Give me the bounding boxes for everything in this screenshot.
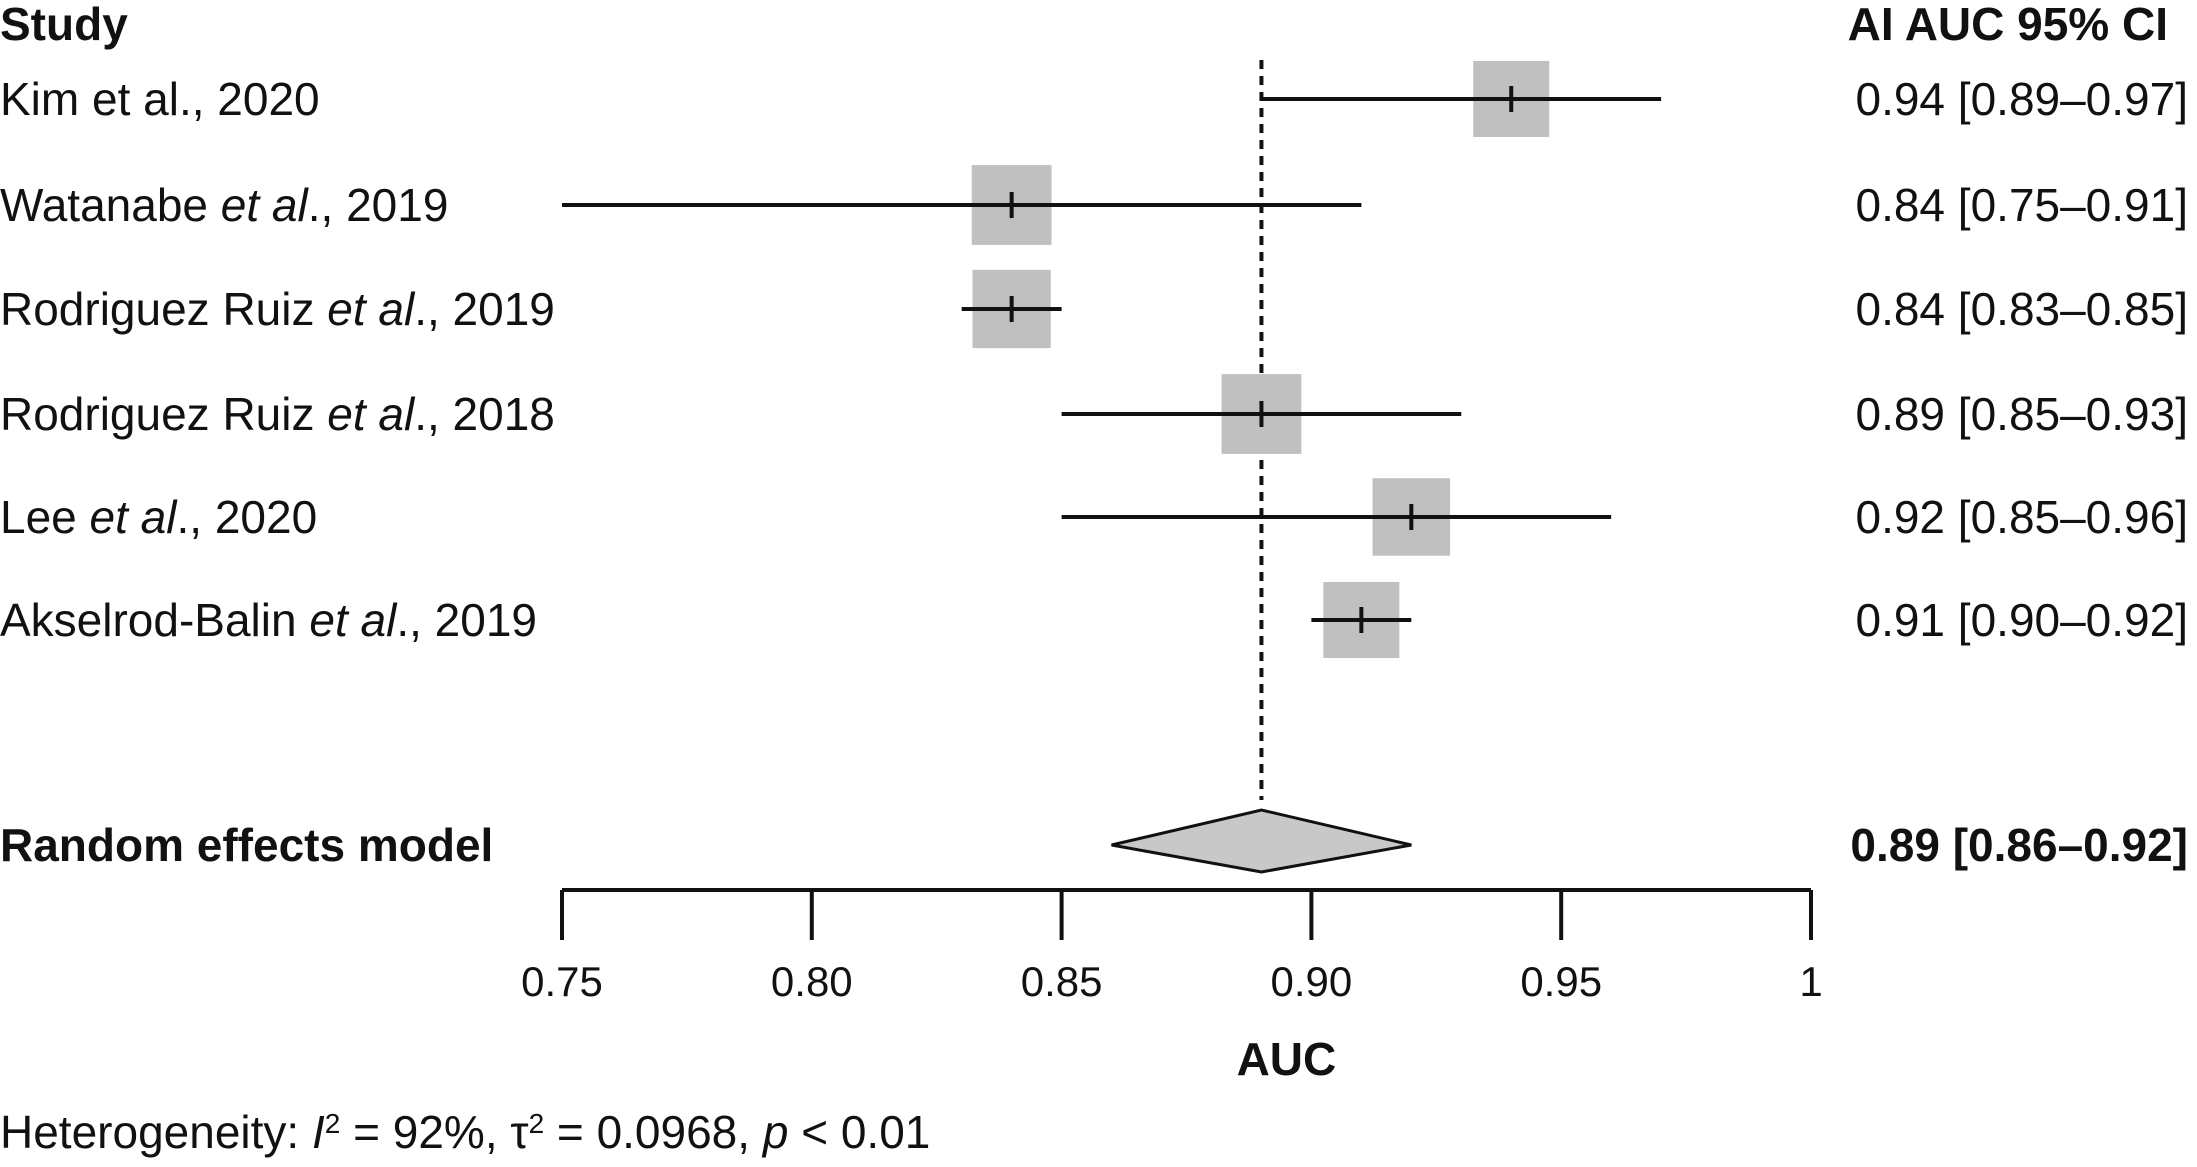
x-tick-label: 0.80 <box>771 958 853 1005</box>
study-label: Watanabe et al., 2019 <box>0 179 448 231</box>
x-tick-label: 0.75 <box>521 958 603 1005</box>
x-tick-label: 0.85 <box>1021 958 1103 1005</box>
x-tick-label: 0.90 <box>1271 958 1353 1005</box>
summary-diamond <box>1111 808 1412 874</box>
study-label: Lee et al., 2020 <box>0 491 317 543</box>
study-column-header: Study <box>0 0 128 50</box>
study-row: Kim et al., 2020 0.94 [0.89–0.97] <box>0 61 2188 137</box>
summary-row: Random effects model 0.89 [0.86–0.92] <box>0 808 2188 874</box>
study-ci-value: 0.94 [0.89–0.97] <box>1855 73 2188 125</box>
ci-column-header: AI AUC 95% CI <box>1848 0 2168 50</box>
study-ci-value: 0.84 [0.75–0.91] <box>1855 179 2188 231</box>
study-ci-value: 0.92 [0.85–0.96] <box>1855 491 2188 543</box>
x-tick-label: 0.95 <box>1520 958 1602 1005</box>
study-row: Rodriguez Ruiz et al., 2019 0.84 [0.83–0.… <box>0 269 2188 349</box>
study-rows: Kim et al., 2020 0.94 [0.89–0.97] Watanabe… <box>0 61 2188 658</box>
study-ci-value: 0.89 [0.85–0.93] <box>1855 388 2188 440</box>
heterogeneity-text: Heterogeneity: I2 = 92%, τ2 = 0.0968, p … <box>0 1106 930 1158</box>
study-ci-value: 0.91 [0.90–0.92] <box>1855 594 2188 646</box>
study-label: Rodriguez Ruiz et al., 2018 <box>0 388 555 440</box>
x-axis: 0.75 0.80 0.85 0.90 0.95 1 <box>521 888 1823 1005</box>
x-tick-label: 1 <box>1799 958 1822 1005</box>
summary-label: Random effects model <box>0 819 493 871</box>
study-row: Lee et al., 2020 0.92 [0.85–0.96] <box>0 478 2188 556</box>
study-label: Kim et al., 2020 <box>0 73 320 125</box>
summary-ci-value: 0.89 [0.86–0.92] <box>1850 819 2188 871</box>
study-label: Rodriguez Ruiz et al., 2019 <box>0 283 555 335</box>
study-row: Watanabe et al., 2019 0.84 [0.75–0.91] <box>0 165 2188 245</box>
study-ci-value: 0.84 [0.83–0.85] <box>1855 283 2188 335</box>
study-label: Akselrod-Balin et al., 2019 <box>0 594 537 646</box>
study-row: Akselrod-Balin et al., 2019 0.91 [0.90–0.… <box>0 582 2188 658</box>
x-axis-label: AUC <box>1237 1033 1337 1085</box>
study-row: Rodriguez Ruiz et al., 2018 0.89 [0.85–0.… <box>0 374 2188 454</box>
